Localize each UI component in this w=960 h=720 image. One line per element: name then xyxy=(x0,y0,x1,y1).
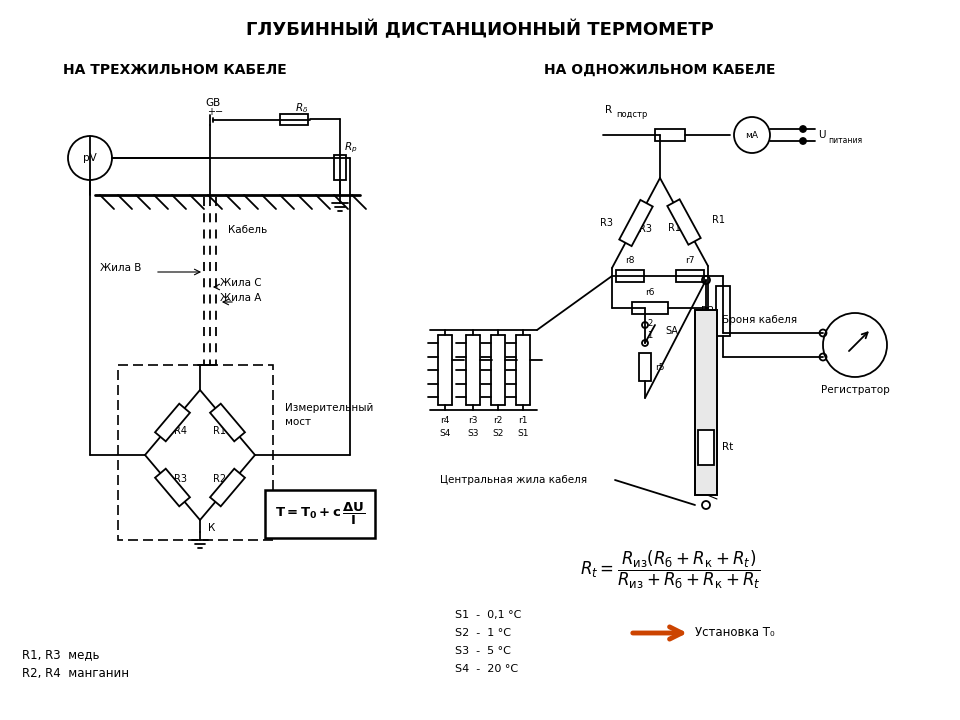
Text: ГЛУБИННЫЙ ДИСТАНЦИОННЫЙ ТЕРМОМЕТР: ГЛУБИННЫЙ ДИСТАНЦИОННЫЙ ТЕРМОМЕТР xyxy=(246,20,714,40)
Bar xyxy=(265,490,375,538)
Text: Rt: Rt xyxy=(722,442,733,452)
Bar xyxy=(655,129,685,141)
Text: R1: R1 xyxy=(213,426,226,436)
Bar xyxy=(676,270,704,282)
Text: 2: 2 xyxy=(647,318,652,328)
Text: SA: SA xyxy=(665,326,678,336)
Text: R4: R4 xyxy=(174,426,187,436)
Text: $R_p$: $R_p$ xyxy=(344,141,357,156)
Text: S1  -  0,1 °C: S1 - 0,1 °C xyxy=(455,610,521,620)
Text: r6: r6 xyxy=(645,287,655,297)
Text: r3: r3 xyxy=(468,415,478,425)
Text: S4  -  20 °C: S4 - 20 °C xyxy=(455,664,518,674)
Text: r8: r8 xyxy=(625,256,635,264)
Text: Центральная жила кабеля: Центральная жила кабеля xyxy=(440,475,588,485)
Text: R2: R2 xyxy=(701,306,714,316)
Text: $R_t = \dfrac{R_{\rm из}(R_{\rm б} + R_{\rm к} + R_t)}{R_{\rm из} + R_{\rm б} + : $R_t = \dfrac{R_{\rm из}(R_{\rm б} + R_{… xyxy=(580,549,760,591)
Text: Кабель: Кабель xyxy=(228,225,267,235)
Text: pV: pV xyxy=(84,153,97,163)
Text: R2, R4  манганин: R2, R4 манганин xyxy=(22,667,129,680)
Text: Жила В: Жила В xyxy=(100,263,141,273)
Text: R1, R3  медь: R1, R3 медь xyxy=(22,649,100,662)
Polygon shape xyxy=(210,469,245,506)
Text: Регистратор: Регистратор xyxy=(821,385,889,395)
Polygon shape xyxy=(619,200,653,246)
Text: S2: S2 xyxy=(492,428,504,438)
Text: Жила А: Жила А xyxy=(220,293,261,303)
Bar xyxy=(280,114,308,125)
Text: НА ТРЕХЖИЛЬНОМ КАБЕЛЕ: НА ТРЕХЖИЛЬНОМ КАБЕЛЕ xyxy=(63,63,287,77)
Text: GB: GB xyxy=(205,98,221,108)
Polygon shape xyxy=(210,404,245,441)
Text: r2: r2 xyxy=(493,415,503,425)
Text: R3: R3 xyxy=(174,474,187,484)
Text: Броня кабеля: Броня кабеля xyxy=(722,315,797,325)
Text: НА ОДНОЖИЛЬНОМ КАБЕЛЕ: НА ОДНОЖИЛЬНОМ КАБЕЛЕ xyxy=(544,63,776,77)
Text: r1: r1 xyxy=(518,415,528,425)
Bar xyxy=(695,310,717,495)
Text: R1: R1 xyxy=(712,215,725,225)
Text: К: К xyxy=(208,523,215,533)
Text: r7: r7 xyxy=(685,256,695,264)
Bar xyxy=(695,310,717,495)
Text: питания: питания xyxy=(828,135,862,145)
Text: подстр: подстр xyxy=(616,109,647,119)
Text: R: R xyxy=(605,105,612,115)
Text: R3: R3 xyxy=(639,224,652,234)
Text: S3  -  5 °C: S3 - 5 °C xyxy=(455,646,511,656)
Bar xyxy=(698,430,714,465)
Circle shape xyxy=(800,138,806,144)
Text: $R_\delta$: $R_\delta$ xyxy=(295,101,308,115)
Bar xyxy=(639,353,651,381)
Text: Установка T₀: Установка T₀ xyxy=(695,626,775,639)
Text: r5: r5 xyxy=(655,362,664,372)
Polygon shape xyxy=(667,199,701,245)
Text: мА: мА xyxy=(746,130,758,140)
Polygon shape xyxy=(156,404,190,441)
Polygon shape xyxy=(156,469,190,506)
Text: r4: r4 xyxy=(441,415,449,425)
Bar xyxy=(334,155,346,180)
Text: Жила С: Жила С xyxy=(220,278,262,288)
Bar xyxy=(632,302,668,314)
Text: 1: 1 xyxy=(647,330,652,340)
Text: −: − xyxy=(215,107,223,117)
Text: S1: S1 xyxy=(517,428,529,438)
Bar xyxy=(716,286,730,336)
Text: S4: S4 xyxy=(440,428,450,438)
Text: U: U xyxy=(818,130,826,140)
Text: R1: R1 xyxy=(668,223,681,233)
Text: мост: мост xyxy=(285,417,311,427)
Bar xyxy=(616,270,644,282)
Text: +: + xyxy=(207,107,215,117)
Text: S3: S3 xyxy=(468,428,479,438)
Text: Измерительный: Измерительный xyxy=(285,403,373,413)
Circle shape xyxy=(800,126,806,132)
Text: S2  -  1 °C: S2 - 1 °C xyxy=(455,628,511,638)
Bar xyxy=(118,365,273,540)
Text: R3: R3 xyxy=(600,218,613,228)
Text: $\mathbf{T = T_0 + c\,\dfrac{\Delta U}{I}}$: $\mathbf{T = T_0 + c\,\dfrac{\Delta U}{I… xyxy=(275,501,365,527)
Text: R2: R2 xyxy=(213,474,227,484)
